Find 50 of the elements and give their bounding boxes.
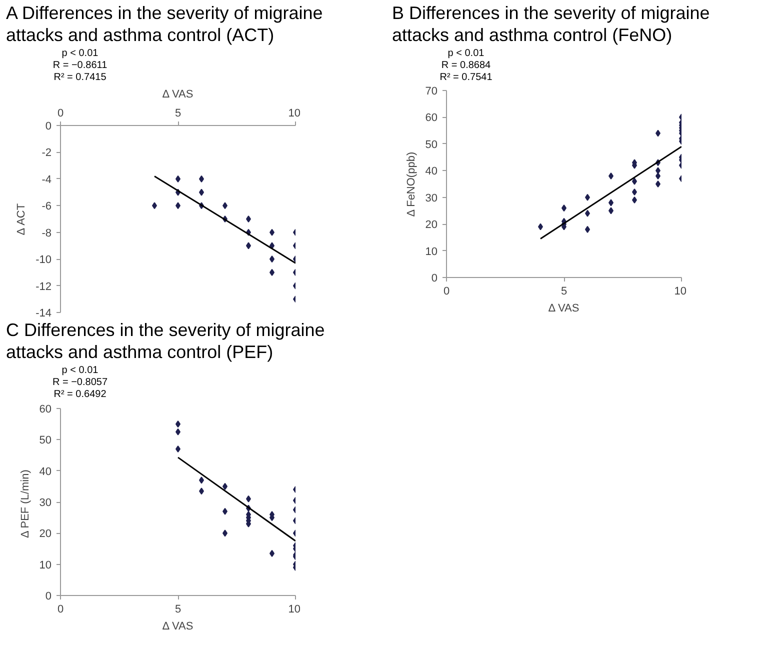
x-tick-label: 5	[174, 603, 182, 616]
y-tick-label: -6	[42, 200, 52, 213]
chart-title: C Differences in the severity of migraine attacks and asthma control (PEF)	[6, 319, 326, 364]
y-tick-label: 40	[425, 166, 438, 178]
y-axis-title: Δ FeNO(ppb)	[405, 152, 418, 217]
text: R² = 0.6492	[54, 389, 106, 400]
y-tick-label: -12	[36, 281, 52, 294]
chart-title: A Differences in the severity of migraine attacks and asthma control (ACT)	[6, 2, 324, 46]
y-tick-label: -10	[36, 254, 52, 266]
y-tick-label: 40	[39, 465, 52, 478]
x-tick-label: 5	[174, 108, 182, 120]
x-tick-label: 5	[560, 286, 568, 298]
x-tick-label: 10	[288, 603, 301, 616]
text: R² = 0.7541	[440, 72, 492, 84]
y-tick-label: 60	[39, 403, 52, 416]
text: R = −0.8057	[52, 377, 108, 388]
x-tick-label: 0	[57, 108, 64, 120]
y-tick-label: 60	[425, 112, 438, 124]
y-tick-label: -8	[42, 228, 52, 240]
text: R² = 0.7415	[54, 72, 106, 84]
y-tick-label: -4	[42, 174, 52, 186]
x-axis-title: Δ VAS	[162, 88, 194, 101]
y-tick-label: 0	[45, 590, 52, 602]
x-axis-title: Δ VAS	[548, 302, 580, 315]
x-tick-label: 10	[674, 286, 687, 298]
y-tick-label: 10	[425, 246, 438, 258]
chart-title: B Differences in the severity of migraine attacks and asthma control (FeNO)	[392, 2, 711, 46]
x-tick-label: 10	[288, 108, 301, 120]
y-tick-label: 30	[425, 192, 438, 205]
y-tick-label: 0	[45, 120, 52, 133]
text: p < 0.01	[62, 48, 98, 60]
text: R = 0.8684	[441, 60, 491, 72]
y-tick-label: 20	[425, 219, 438, 232]
x-tick-label: 0	[57, 603, 64, 616]
y-tick-label: 20	[39, 528, 52, 540]
y-tick-label: 30	[39, 496, 52, 509]
x-tick-label: 0	[443, 286, 450, 298]
text: p < 0.01	[448, 48, 484, 60]
y-tick-label: 10	[39, 558, 52, 571]
y-axis-title: Δ ACT	[16, 203, 28, 236]
y-tick-label: 50	[425, 139, 438, 152]
y-axis-title: Δ PEF (L/min)	[19, 469, 32, 538]
y-tick-label: 70	[425, 86, 438, 98]
y-tick-label: -2	[42, 147, 52, 160]
text: R = −0.8611	[52, 60, 108, 72]
text: p < 0.01	[62, 365, 98, 376]
x-axis-title: Δ VAS	[162, 620, 194, 632]
y-tick-label: 50	[39, 434, 52, 446]
y-tick-label: -14	[36, 308, 52, 320]
y-tick-label: 0	[431, 272, 438, 285]
